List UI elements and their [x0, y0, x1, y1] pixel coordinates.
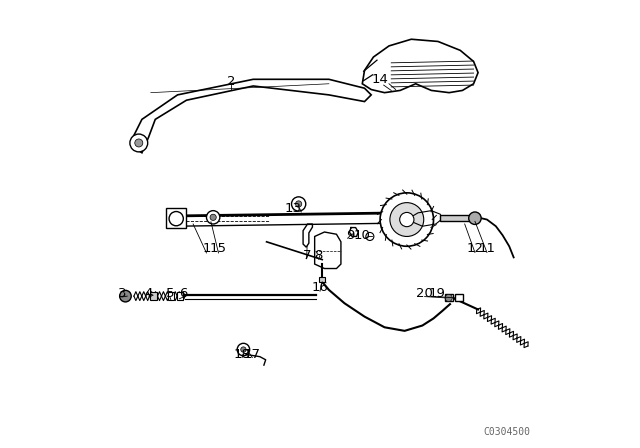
- Circle shape: [135, 139, 143, 147]
- Circle shape: [241, 347, 246, 352]
- Text: 3: 3: [118, 287, 126, 300]
- Text: 19: 19: [428, 287, 445, 300]
- Circle shape: [120, 290, 131, 302]
- Polygon shape: [445, 294, 452, 302]
- Circle shape: [380, 193, 433, 246]
- Polygon shape: [166, 208, 186, 228]
- Text: 20: 20: [416, 287, 433, 300]
- Circle shape: [390, 202, 424, 237]
- Circle shape: [400, 212, 414, 227]
- Circle shape: [169, 211, 183, 226]
- Text: 16: 16: [312, 281, 328, 294]
- Polygon shape: [150, 292, 157, 300]
- Circle shape: [296, 201, 301, 207]
- Polygon shape: [319, 276, 325, 282]
- Text: 4: 4: [145, 287, 153, 300]
- Text: C0304500: C0304500: [483, 427, 530, 437]
- Text: 2: 2: [227, 75, 236, 88]
- Text: 8: 8: [314, 249, 323, 262]
- Text: 6: 6: [179, 287, 188, 300]
- Circle shape: [130, 134, 148, 152]
- Circle shape: [210, 214, 216, 220]
- Text: 17: 17: [244, 348, 261, 361]
- Circle shape: [366, 233, 374, 241]
- Circle shape: [445, 294, 452, 302]
- Text: 12: 12: [467, 242, 483, 255]
- Text: 15: 15: [210, 242, 227, 255]
- Circle shape: [207, 211, 220, 224]
- Polygon shape: [168, 292, 174, 300]
- Circle shape: [468, 212, 481, 224]
- Text: 7: 7: [302, 249, 311, 262]
- Circle shape: [237, 343, 250, 356]
- Text: 1: 1: [202, 242, 211, 255]
- Text: 11: 11: [479, 242, 495, 255]
- Text: 18: 18: [234, 348, 250, 361]
- Polygon shape: [177, 292, 183, 300]
- Text: 5: 5: [166, 287, 174, 300]
- Text: 14: 14: [372, 73, 388, 86]
- Text: 9: 9: [346, 228, 355, 241]
- Polygon shape: [455, 294, 463, 302]
- Text: 10: 10: [354, 228, 371, 241]
- Text: 13: 13: [285, 202, 302, 215]
- Polygon shape: [440, 215, 472, 221]
- Circle shape: [291, 197, 306, 211]
